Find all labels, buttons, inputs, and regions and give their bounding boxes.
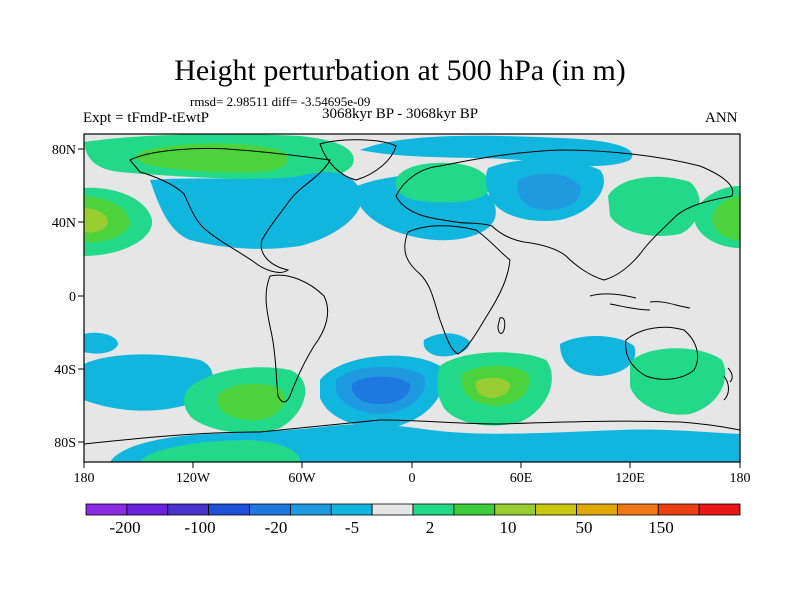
coastline-greenland bbox=[319, 139, 397, 181]
lon-tick-label: 180 bbox=[730, 471, 751, 486]
anomaly-region bbox=[560, 335, 636, 376]
anomaly-region bbox=[475, 377, 511, 398]
coastline-eurasia bbox=[395, 149, 734, 281]
lon-tick-label: 60E bbox=[510, 471, 533, 486]
anomaly-region bbox=[360, 135, 633, 167]
anomaly-region bbox=[140, 440, 300, 462]
coastline-madagascar bbox=[497, 317, 506, 334]
coastline-south-america bbox=[265, 274, 329, 403]
anomaly-region bbox=[84, 354, 213, 411]
colorbar-swatch bbox=[249, 503, 291, 516]
anomaly-region bbox=[608, 176, 700, 236]
coastline-north-america bbox=[129, 147, 331, 273]
period-text: 3068kyr BP - 3068kyr BP bbox=[322, 106, 479, 122]
lat-tick-label: 80S bbox=[54, 436, 76, 451]
lon-ticks bbox=[83, 462, 741, 468]
anomaly-region bbox=[517, 173, 581, 210]
lon-tick-label: 120E bbox=[615, 471, 645, 486]
colorbar-swatch bbox=[494, 503, 537, 516]
colorbar-swatch bbox=[289, 503, 332, 516]
lat-tick-label: 0 bbox=[69, 290, 76, 305]
colorbar-swatch bbox=[698, 503, 741, 516]
coastline-indonesia bbox=[589, 293, 691, 311]
colorbar-label: 2 bbox=[426, 518, 435, 537]
coastline-australia bbox=[625, 326, 699, 380]
lon-tick-label: 60W bbox=[288, 471, 316, 486]
anomaly-region bbox=[84, 332, 118, 354]
colorbar-label: -200 bbox=[109, 518, 140, 537]
colorbar-label: 10 bbox=[500, 518, 517, 537]
lat-tick-label: 80N bbox=[52, 143, 76, 158]
contour-field bbox=[84, 134, 740, 462]
lon-labels: 180 120W 60W 0 60E 120E 180 bbox=[74, 471, 751, 486]
colorbar-swatch bbox=[85, 503, 128, 516]
coastlines bbox=[84, 139, 740, 445]
colorbar-swatch bbox=[371, 503, 414, 516]
colorbar-label: 150 bbox=[648, 518, 674, 537]
colorbar-swatch bbox=[453, 503, 496, 516]
anomaly-region bbox=[712, 196, 740, 240]
anomaly-region bbox=[630, 348, 726, 415]
colorbar-label: 50 bbox=[576, 518, 593, 537]
anomaly-region bbox=[423, 333, 470, 357]
colorbar-swatch bbox=[616, 503, 659, 516]
stats-text: rmsd= 2.98511 diff= -3.54695e-09 bbox=[190, 94, 371, 109]
colorbar-labels: -200 -100 -20 -5 2 10 50 150 bbox=[109, 518, 673, 537]
colorbar-label: -20 bbox=[265, 518, 288, 537]
coastline-new-zealand bbox=[723, 367, 733, 401]
coastline-antarctica bbox=[84, 419, 740, 445]
anomaly-region bbox=[351, 376, 411, 404]
lat-ticks bbox=[78, 148, 84, 443]
lon-tick-label: 180 bbox=[74, 471, 95, 486]
colorbar-swatch bbox=[330, 503, 373, 516]
colorbar-swatch bbox=[126, 503, 169, 516]
anomaly-region bbox=[395, 162, 490, 203]
lon-tick-label: 120W bbox=[176, 471, 211, 486]
lat-tick-label: 40S bbox=[54, 363, 76, 378]
colorbar-label: -5 bbox=[345, 518, 359, 537]
colorbar-swatch bbox=[167, 503, 210, 516]
colorbar-swatch bbox=[535, 503, 577, 516]
colorbar-swatch bbox=[657, 503, 700, 516]
colorbar-swatch bbox=[576, 503, 618, 516]
lat-tick-label: 40N bbox=[52, 216, 76, 231]
experiment-label: Expt = tFmdP-tEwtP bbox=[83, 110, 209, 126]
colorbar-label: -100 bbox=[184, 518, 215, 537]
colorbar bbox=[85, 503, 741, 516]
colorbar-swatch bbox=[208, 503, 250, 516]
map-title: Height perturbation at 500 hPa (in m) bbox=[174, 54, 626, 87]
coastline-africa bbox=[404, 225, 511, 355]
colorbar-swatch bbox=[412, 503, 455, 516]
anomaly-region bbox=[150, 172, 362, 249]
anomaly-region bbox=[84, 208, 108, 233]
anomaly-region bbox=[218, 383, 285, 421]
lon-tick-label: 0 bbox=[409, 471, 416, 486]
lat-labels: 80N 40N 0 40S 80S bbox=[52, 143, 76, 451]
season-label: ANN bbox=[705, 110, 738, 126]
